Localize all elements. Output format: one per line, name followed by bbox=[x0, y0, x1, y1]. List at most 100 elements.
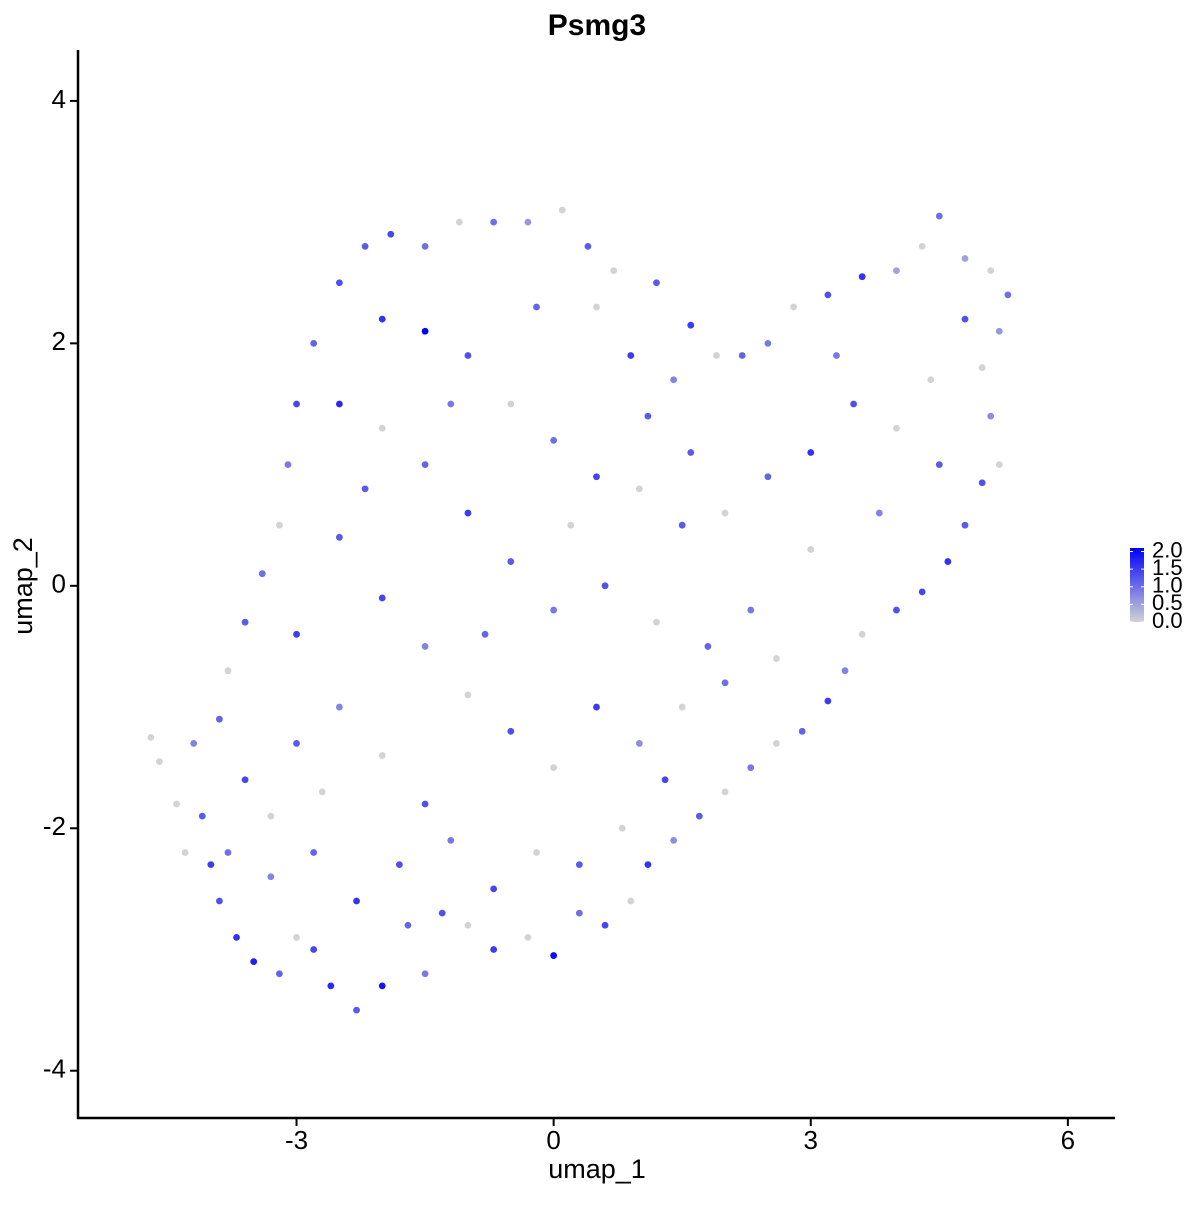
point bbox=[507, 558, 515, 565]
point bbox=[858, 273, 866, 281]
y-axis-label: umap_2 bbox=[8, 537, 38, 635]
point bbox=[635, 740, 643, 747]
point bbox=[635, 485, 643, 493]
point bbox=[550, 952, 558, 959]
x-tick-label: 3 bbox=[804, 1125, 818, 1155]
point bbox=[310, 339, 318, 347]
point bbox=[361, 242, 369, 250]
point bbox=[216, 897, 223, 905]
point bbox=[378, 752, 386, 759]
point bbox=[687, 321, 695, 329]
y-tick-label: -4 bbox=[43, 1054, 66, 1084]
point bbox=[807, 449, 815, 456]
point bbox=[644, 861, 652, 869]
point bbox=[335, 703, 343, 711]
point bbox=[661, 776, 669, 784]
point bbox=[978, 479, 986, 487]
point bbox=[773, 740, 780, 747]
y-tick-label: -2 bbox=[43, 811, 66, 841]
y-tick-label: 0 bbox=[52, 569, 66, 599]
point bbox=[764, 473, 772, 481]
point bbox=[935, 461, 943, 468]
colorbar-label: 2.0 bbox=[1152, 537, 1183, 562]
point bbox=[181, 849, 189, 856]
point bbox=[250, 958, 258, 966]
point bbox=[653, 279, 660, 287]
point bbox=[987, 412, 995, 420]
point bbox=[267, 812, 275, 820]
point bbox=[533, 849, 540, 856]
point bbox=[464, 352, 472, 359]
point bbox=[944, 558, 952, 565]
point bbox=[361, 485, 369, 493]
point bbox=[627, 352, 635, 359]
point bbox=[610, 267, 618, 275]
point bbox=[841, 667, 849, 675]
point bbox=[490, 885, 498, 893]
point bbox=[464, 691, 472, 699]
point bbox=[798, 727, 806, 735]
point bbox=[438, 909, 446, 917]
point bbox=[258, 570, 266, 578]
point bbox=[807, 546, 815, 553]
y-tick-label: 2 bbox=[52, 326, 66, 356]
point bbox=[773, 655, 780, 662]
point bbox=[670, 836, 678, 844]
point bbox=[558, 206, 566, 214]
colorbar-label: 1.5 bbox=[1152, 555, 1183, 580]
point bbox=[918, 242, 926, 250]
point bbox=[601, 582, 609, 590]
x-tick-label: 0 bbox=[546, 1125, 560, 1155]
colorbar-label: 0.5 bbox=[1152, 590, 1183, 615]
point bbox=[310, 946, 318, 953]
colorbar bbox=[1130, 548, 1144, 622]
point bbox=[335, 533, 343, 541]
point bbox=[335, 400, 343, 408]
point bbox=[575, 861, 583, 869]
point bbox=[404, 921, 412, 929]
point bbox=[618, 824, 626, 832]
point bbox=[207, 861, 215, 869]
point bbox=[447, 400, 455, 408]
point bbox=[455, 218, 463, 226]
point bbox=[216, 715, 223, 723]
point bbox=[353, 897, 360, 905]
point bbox=[653, 618, 660, 626]
point bbox=[481, 630, 489, 638]
colorbar-label: 1.0 bbox=[1152, 573, 1183, 598]
point bbox=[284, 461, 292, 468]
y-tick-label: 4 bbox=[52, 84, 66, 114]
point bbox=[935, 212, 943, 220]
point bbox=[507, 727, 515, 735]
point bbox=[293, 740, 300, 747]
point bbox=[978, 364, 986, 372]
point bbox=[738, 352, 746, 359]
point bbox=[241, 618, 249, 626]
point bbox=[447, 836, 455, 844]
point bbox=[490, 946, 498, 953]
point bbox=[293, 933, 300, 941]
point bbox=[644, 412, 652, 420]
point bbox=[387, 230, 395, 238]
point bbox=[241, 776, 249, 784]
point bbox=[575, 909, 583, 917]
point bbox=[156, 758, 163, 765]
point bbox=[1004, 291, 1012, 299]
point bbox=[858, 630, 866, 638]
point bbox=[421, 242, 429, 250]
point bbox=[276, 970, 283, 978]
point bbox=[764, 339, 772, 347]
point bbox=[893, 424, 900, 432]
point bbox=[293, 630, 300, 638]
point bbox=[378, 594, 386, 602]
point bbox=[627, 897, 635, 905]
point bbox=[850, 400, 858, 408]
point bbox=[961, 255, 969, 262]
point bbox=[233, 933, 240, 941]
point bbox=[824, 697, 832, 705]
point bbox=[224, 667, 232, 675]
point bbox=[310, 849, 318, 856]
point bbox=[335, 279, 343, 287]
point bbox=[875, 509, 883, 517]
